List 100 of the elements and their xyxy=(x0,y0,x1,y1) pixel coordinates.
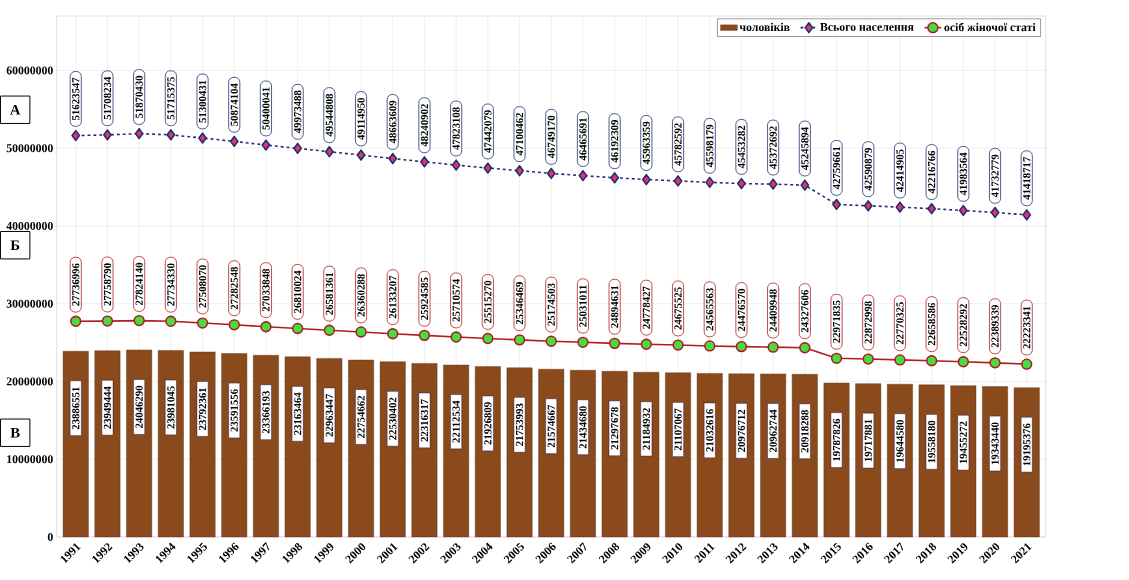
data-label: 22223341 xyxy=(1023,306,1031,349)
data-label: 23981045 xyxy=(167,386,175,429)
data-label: 19343440 xyxy=(991,422,999,465)
y-tick-label: 50000000 xyxy=(6,144,53,153)
data-label: 20962744 xyxy=(769,409,777,453)
point xyxy=(863,200,873,212)
point xyxy=(261,139,271,151)
point xyxy=(957,356,970,368)
data-label: 22530402 xyxy=(389,397,397,440)
data-label: 45245894 xyxy=(801,127,809,171)
text: А xyxy=(10,105,21,115)
data-label: 42590879 xyxy=(864,148,872,191)
data-label: 27736996 xyxy=(72,263,80,306)
point xyxy=(577,336,589,349)
data-label: 22872998 xyxy=(864,301,872,344)
data-label: 23886551 xyxy=(72,387,80,430)
point xyxy=(640,338,653,351)
point xyxy=(894,354,906,366)
point xyxy=(545,335,557,348)
point xyxy=(228,319,240,331)
data-label: 19787826 xyxy=(832,418,841,461)
data-label: 42759661 xyxy=(832,147,841,190)
text: Б xyxy=(10,240,20,251)
data-label: 21184932 xyxy=(642,408,650,450)
data-label: 21107067 xyxy=(674,408,682,451)
point xyxy=(260,321,272,333)
data-label: 21434680 xyxy=(579,406,587,449)
point xyxy=(165,315,177,328)
point xyxy=(830,352,843,365)
data-label: 47442079 xyxy=(484,110,492,153)
data-label: 19195376 xyxy=(1023,423,1031,466)
data-label: 51715375 xyxy=(167,77,175,120)
data-label: 22963447 xyxy=(325,394,333,437)
data-label: 51708234 xyxy=(103,77,112,120)
point xyxy=(1021,358,1033,370)
data-label: 21926809 xyxy=(484,402,492,445)
data-label: 27824140 xyxy=(135,262,143,306)
data-label: 26581361 xyxy=(325,272,333,315)
point xyxy=(293,142,303,155)
point xyxy=(990,206,1000,219)
data-label: 49544808 xyxy=(325,94,333,137)
data-label: 41732779 xyxy=(991,154,999,198)
data-label: 24327606 xyxy=(801,290,809,333)
y-tick-label: 0 xyxy=(47,533,53,542)
point xyxy=(862,353,874,365)
data-label: 41418717 xyxy=(1023,157,1031,200)
legend-label: осіб жіночої статі xyxy=(944,22,1036,32)
point xyxy=(546,167,556,180)
data-label: 20976712 xyxy=(737,409,746,453)
point xyxy=(768,178,778,190)
data-label: 46192309 xyxy=(611,120,619,163)
data-label: 24778427 xyxy=(642,286,650,329)
data-label: 23163464 xyxy=(294,392,302,436)
data-label: 22770325 xyxy=(896,302,904,345)
point xyxy=(198,132,208,144)
point xyxy=(483,162,493,174)
point xyxy=(450,331,462,343)
point xyxy=(418,329,431,342)
data-label: 27282548 xyxy=(230,267,238,310)
data-label: 27508070 xyxy=(198,265,207,308)
point xyxy=(1022,209,1032,221)
data-label: 21574667 xyxy=(547,405,555,448)
point xyxy=(705,176,715,189)
data-label: 23366193 xyxy=(262,391,270,434)
legend-label: чоловіків xyxy=(739,22,790,32)
point xyxy=(608,337,621,350)
point xyxy=(925,355,938,367)
y-tick-label: 10000000 xyxy=(7,455,53,464)
data-label: 50874104 xyxy=(230,83,238,127)
data-label: 24565563 xyxy=(706,288,714,331)
data-label: 45782592 xyxy=(674,123,682,166)
point xyxy=(800,179,810,191)
data-label: 48663609 xyxy=(389,100,397,144)
data-label: 42216766 xyxy=(928,150,936,194)
data-label: 47100462 xyxy=(515,113,524,156)
data-label: 22754662 xyxy=(357,396,365,439)
point xyxy=(451,159,461,171)
point xyxy=(229,135,239,148)
y-tick-label: 30000000 xyxy=(6,299,53,308)
data-label: 46465691 xyxy=(579,118,587,161)
data-label: 24046290 xyxy=(135,385,143,429)
data-label: 21032616 xyxy=(706,409,714,452)
data-label: 22971835 xyxy=(832,300,841,343)
point xyxy=(133,315,145,327)
point xyxy=(355,326,367,338)
point xyxy=(291,322,304,335)
point xyxy=(895,201,905,213)
data-label: 51300431 xyxy=(198,80,207,123)
point xyxy=(71,130,81,142)
y-tick-label: 20000000 xyxy=(6,377,53,386)
data-label: 27033848 xyxy=(262,269,270,312)
point xyxy=(641,174,651,186)
point xyxy=(799,342,811,354)
data-label: 19558180 xyxy=(928,420,936,463)
data-label: 24409948 xyxy=(769,289,777,332)
data-label: 45453282 xyxy=(737,125,746,169)
data-label: 27758790 xyxy=(103,263,112,306)
data-label: 25174503 xyxy=(547,283,555,326)
data-label: 46749170 xyxy=(547,115,555,159)
data-label: 48240902 xyxy=(420,104,429,147)
